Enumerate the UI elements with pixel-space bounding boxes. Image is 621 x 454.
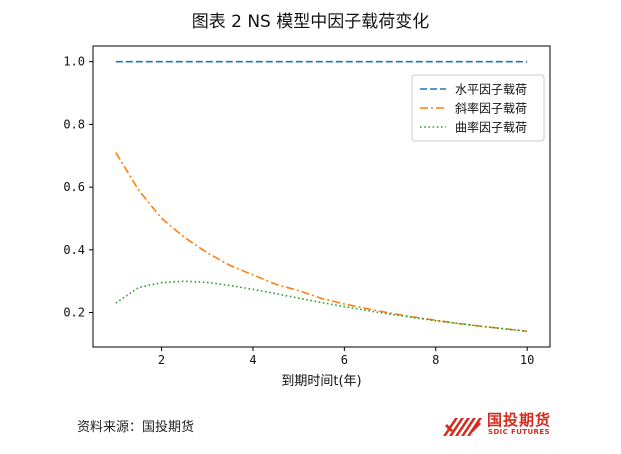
x-tick-label: 2 (158, 353, 165, 367)
series-line-3 (115, 280, 528, 333)
source-note: 资料来源：国投期货 (77, 420, 195, 435)
x-tick-label: 4 (249, 353, 256, 367)
y-tick-label: 0.2 (63, 306, 85, 320)
y-tick-label: 0.6 (63, 180, 85, 194)
legend-label-3: 曲率因子载荷 (455, 120, 527, 135)
legend-label-1: 水平因子载荷 (455, 83, 527, 97)
legend-label-2: 斜率因子载荷 (455, 101, 527, 116)
y-tick-label: 0.4 (63, 243, 85, 257)
legend-box (411, 74, 545, 142)
y-tick-label: 0.8 (63, 117, 85, 131)
x-axis-label: 到期时间t(年) (281, 374, 361, 389)
sdic-logo-icon (443, 418, 482, 436)
line-chart: 2 4 6 8 10 0.2 0.4 0.6 0.8 1.0 到期时间t(年) 水平因子载荷斜率因子载… (63, 45, 551, 389)
brand-name-en: SDIC FUTURES (488, 428, 550, 436)
brand-logo: 国投期货 SDIC FUTURES (441, 408, 616, 442)
x-tick-label: 10 (520, 353, 534, 367)
plot-frame (92, 45, 551, 348)
brand-name-cn: 国投期货 (487, 411, 552, 429)
x-tick-label: 8 (432, 353, 439, 367)
chart-title: 图表 2 NS 模型中因子载荷变化 (191, 12, 430, 32)
y-tick-label: 1.0 (63, 55, 85, 69)
series-line-2 (115, 152, 528, 333)
x-tick-label: 6 (341, 353, 348, 367)
